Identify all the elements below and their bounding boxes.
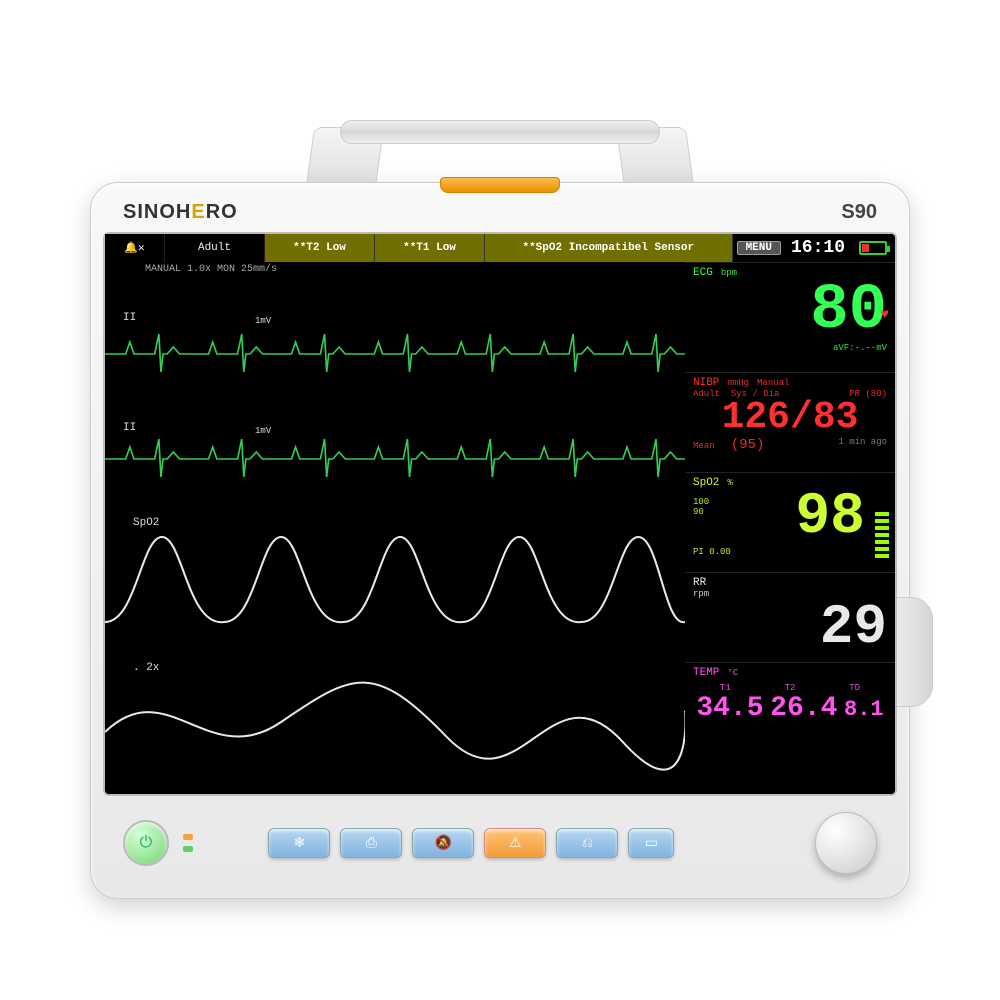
freeze-button[interactable]: ❄ <box>268 828 330 858</box>
nibp-button[interactable]: ⎌ <box>556 828 618 858</box>
spo2-wave <box>105 507 685 647</box>
nibp-tile[interactable]: NIBP mmHg Manual Adult Sys / Dia PR (80)… <box>685 372 895 472</box>
temp-tile[interactable]: TEMP °C T1T2TD 34.5 26.4 8.1 <box>685 662 895 794</box>
lcd-screen: 🔔✕ Adult **T2 Low **T1 Low **SpO2 Incomp… <box>105 234 895 794</box>
temp-t1: 34.5 <box>696 693 763 724</box>
temp-t2: 26.4 <box>770 693 837 724</box>
alarm-spo2[interactable]: **SpO2 Incompatibel Sensor <box>485 234 733 262</box>
menu-hw-button[interactable]: ▭ <box>628 828 674 858</box>
rotary-knob[interactable] <box>815 812 877 874</box>
carry-handle <box>280 102 720 182</box>
ecg-wave-1 <box>105 292 685 392</box>
ecg-wave-2 <box>105 397 685 497</box>
alarm-button[interactable]: ⚠ <box>484 828 546 858</box>
alarm-light <box>440 177 560 193</box>
status-bar: 🔔✕ Adult **T2 Low **T1 Low **SpO2 Incomp… <box>105 234 895 262</box>
alarm-mute-icon[interactable]: 🔔✕ <box>105 234 165 262</box>
hardware-controls: ⏻ ❄ ⎙ 🔕 ⚠ ⎌ ▭ <box>105 794 895 880</box>
brand-label: SINOHERO <box>123 201 238 224</box>
rr-tile[interactable]: RR rpm 29 <box>685 572 895 662</box>
patient-type[interactable]: Adult <box>165 234 265 262</box>
status-leds <box>183 834 193 852</box>
device-bezel: SINOHERO S90 🔔✕ Adult **T2 Low **T1 Low … <box>90 182 910 899</box>
alarm-t2[interactable]: **T2 Low <box>265 234 375 262</box>
heart-icon: ♥ <box>881 307 889 323</box>
alarm-t1[interactable]: **T1 Low <box>375 234 485 262</box>
print-button[interactable]: ⎙ <box>340 828 402 858</box>
ecg-tile[interactable]: ECGbpm 80 ♥ aVF:-.--mV <box>685 262 895 372</box>
menu-button[interactable]: MENU <box>737 241 781 255</box>
side-dial[interactable] <box>891 597 933 707</box>
ecg-value: 80 <box>693 279 887 343</box>
rr-value: 29 <box>693 599 887 655</box>
battery-icon <box>859 241 887 255</box>
clock: 16:10 <box>785 238 851 258</box>
spo2-tile[interactable]: SpO2 % 10090 98 PI 0.00 <box>685 472 895 572</box>
temp-td: 8.1 <box>844 697 884 722</box>
power-button[interactable]: ⏻ <box>123 820 169 866</box>
numeric-panel: ECGbpm 80 ♥ aVF:-.--mV NIBP mmHg Manual … <box>685 262 895 794</box>
nibp-value: 126/83 <box>693 399 887 437</box>
resp-wave <box>105 642 685 782</box>
silence-button[interactable]: 🔕 <box>412 828 474 858</box>
avf-readout: aVF:-.--mV <box>693 343 887 353</box>
spo2-value: 98 <box>693 489 887 547</box>
waveform-area[interactable]: II 1mV II 1mV SpO2 . 2x <box>105 262 685 794</box>
model-label: S90 <box>841 201 877 224</box>
